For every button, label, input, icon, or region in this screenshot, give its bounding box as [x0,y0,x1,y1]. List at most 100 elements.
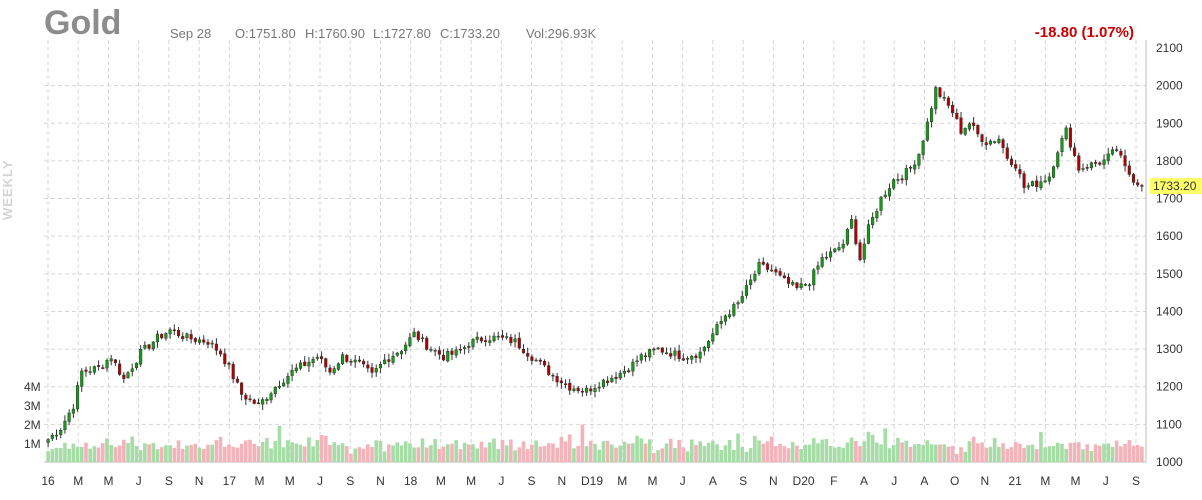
volume-bar [782,446,787,462]
candle-body [521,348,526,354]
date-label: Sep 28 [170,26,212,41]
candle-body [740,296,744,303]
volume-bar [715,444,719,462]
candle-body [189,334,193,340]
volume-bar [1093,444,1098,462]
volume-bar [147,444,151,462]
candle-body [46,439,50,443]
candle-body [997,138,1001,144]
candle-body [492,335,496,342]
price-change: -18.80 (1.07%) [1034,24,1134,41]
volume-bar [887,448,892,462]
volume-bar [319,434,324,462]
volume-bar [466,444,471,462]
volume-bar [984,447,989,462]
candle-body [988,140,993,145]
candle-body [345,355,349,362]
volume-bar [332,442,336,462]
candle-body [437,350,441,355]
volume-axis: 1M 2M 3M 4M [24,380,41,451]
candle-body [580,390,584,393]
time-tick: N [769,474,778,488]
volume-bar [694,444,698,462]
volume-bar [723,445,728,462]
volume-bar [399,445,404,462]
candle-body [134,362,139,369]
candle-body [290,369,294,376]
volume-bar [980,442,984,462]
candle-body [399,351,404,355]
volume-bar [222,446,227,462]
candle-body [685,358,690,360]
volume-bar [1055,442,1060,462]
candle-body [458,348,462,351]
candle-body [942,97,946,99]
volume-bar [542,445,547,462]
candle-body [551,375,555,377]
volume-bar [1047,446,1052,462]
candle-body [967,123,971,130]
candle-body [694,355,698,358]
candle-body [210,342,214,345]
candle-body [719,321,723,324]
candle-body [786,276,791,284]
volume-bar [929,444,934,462]
volume-bar [702,446,707,462]
volume-bar [976,443,980,462]
volume-bar [1005,448,1010,462]
volume-bar [260,441,265,462]
candle-body [946,97,950,106]
volume-bar [374,440,379,462]
candle-body [1043,180,1047,183]
time-tick: M [1040,474,1050,488]
volume-bar [218,436,223,462]
volume-bar [744,451,749,462]
candle-body [80,370,84,387]
time-tick: 17 [223,474,237,488]
volume-bar [340,443,345,462]
time-tick: J [498,474,504,488]
volume-bar [862,441,867,462]
time-tick: D19 [581,474,603,488]
candle-body [383,359,387,365]
candle-body [576,387,580,392]
candle-body [555,375,559,383]
volume-bar [437,448,442,462]
volume-bar [908,446,913,462]
candle-body [1005,147,1009,159]
volume-bar [117,445,122,462]
candle-body [441,354,446,361]
volume-bar [656,450,660,462]
candle-body [614,376,618,379]
volume-bar [286,440,290,462]
candle-body [311,358,315,364]
candle-body [1136,182,1140,186]
candle-body [627,370,631,373]
candle-body [925,121,929,141]
candle-body [610,377,614,383]
volume-tick: 2M [24,418,41,432]
candle-body [732,304,736,316]
time-tick: M [466,474,476,488]
volume-bar [445,444,450,462]
candle-body [673,350,677,356]
candle-body [88,371,92,373]
candle-body [97,365,101,367]
candle-body [433,350,437,352]
candle-body [513,338,517,343]
time-tick: A [709,474,717,488]
candle-body [753,273,757,281]
candle-body [467,346,471,348]
price-tick: 1700 [1156,192,1183,206]
price-tick: 1500 [1156,267,1183,281]
time-tick: A [860,474,868,488]
candle-body [336,363,340,370]
volume-bar [151,443,156,462]
candle-body [273,386,277,394]
candle-body [1106,153,1110,161]
time-tick: 18 [404,474,418,488]
candle-body [736,302,740,305]
volume-bar [1131,445,1136,462]
volume-bar [588,440,593,462]
